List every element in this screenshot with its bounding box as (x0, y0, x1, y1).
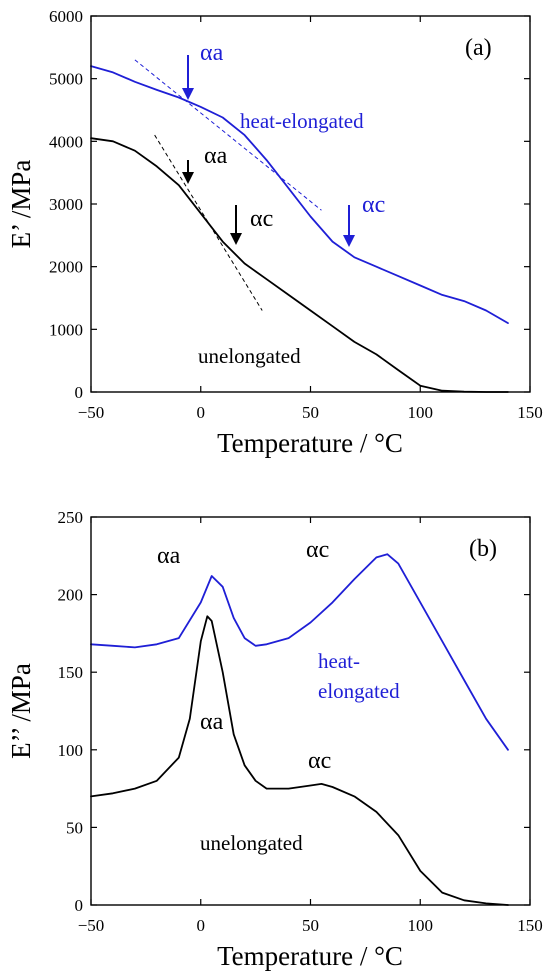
panel-a-annotation-blue-alpha-c: αc (343, 192, 385, 247)
panel-b-ytick-label: 250 (58, 508, 84, 527)
panel-a-ytick-label: 2000 (49, 258, 83, 277)
panel-a-ytick-label: 5000 (49, 70, 83, 89)
panel-b-xtick-label: −50 (78, 916, 105, 935)
annotation-label: αc (250, 206, 273, 232)
panel-b-annotation-lower-alpha-a: αa (200, 709, 224, 735)
panel-b-series-label-heat-elongated: heat- elongated (318, 649, 400, 703)
panel-a-series-unelongated (90, 137, 509, 393)
panel-a-annotation-black-alpha-c: αc (230, 205, 273, 245)
annotation-arrowhead (182, 172, 194, 184)
panel-a-label: (a) (465, 35, 492, 61)
panel-b-annotation-upper-alpha-a: αa (157, 543, 181, 569)
panel-b-series-unelongated (90, 615, 509, 906)
panel-b-annotation-upper-alpha-c: αc (306, 537, 329, 563)
panel-a-xtick-label: 0 (197, 403, 206, 422)
panel-b-ytick-label: 0 (75, 896, 84, 915)
panel-b: −50 0 50 100 150 0 50 100 150 200 250 Te… (6, 508, 543, 971)
panel-a-ytick-label: 4000 (49, 132, 83, 151)
panel-a-ytick-label: 3000 (49, 195, 83, 214)
panel-b-series-heat-elongated (90, 553, 509, 751)
panel-a-tangent-line (154, 134, 263, 311)
panel-b-x-axis-label: Temperature / °C (217, 941, 403, 971)
panel-a-tangent-line (134, 59, 322, 211)
panel-b-label: (b) (469, 536, 497, 562)
panel-b-y-axis-label: E’’ /MPa (6, 663, 36, 759)
series-label-line: elongated (318, 679, 400, 703)
panel-a-series-heat-elongated (90, 65, 509, 325)
panel-a-xtick-label: 50 (302, 403, 319, 422)
panel-b-series (90, 553, 509, 906)
panel-a-xtick-label: −50 (78, 403, 105, 422)
panel-b-ytick-label: 200 (58, 586, 84, 605)
panel-a-xtick-label: 100 (408, 403, 434, 422)
panel-b-ticks (90, 516, 531, 906)
panel-b-ytick-label: 150 (58, 663, 84, 682)
panel-b-xtick-label: 50 (302, 916, 319, 935)
series-label-line: heat- (318, 649, 360, 673)
panel-a-annotation-black-alpha-a: αa (182, 143, 228, 184)
panel-b-series-label-unelongated: unelongated (200, 831, 303, 855)
panel-a-x-axis-label: Temperature / °C (217, 428, 403, 458)
panel-a-ytick-label: 6000 (49, 7, 83, 26)
panel-b-xtick-label: 0 (197, 916, 206, 935)
annotation-label: αa (204, 143, 228, 169)
panel-a-ticks (90, 15, 531, 393)
panel-a-xtick-label: 150 (517, 403, 543, 422)
annotation-label: αc (362, 192, 385, 218)
annotation-arrowhead (182, 88, 194, 100)
panel-a-y-axis-label: E’ /MPa (6, 160, 36, 249)
panel-a-ytick-label: 0 (75, 383, 84, 402)
panel-a-annotation-blue-alpha-a: αa (182, 40, 224, 100)
panel-b-xtick-label: 100 (408, 916, 434, 935)
annotation-arrowhead (343, 235, 355, 247)
panel-b-xtick-label: 150 (517, 916, 543, 935)
panel-b-ytick-label: 50 (66, 818, 83, 837)
panel-a-ytick-label: 1000 (49, 320, 83, 339)
panel-a-series-label-unelongated: unelongated (198, 344, 301, 368)
panel-b-annotation-lower-alpha-c: αc (308, 748, 331, 774)
panel-a-tangent-lines (134, 59, 322, 311)
annotation-arrowhead (230, 233, 242, 245)
panel-a-series (90, 65, 509, 393)
panel-b-plot-frame (90, 516, 531, 906)
panel-a-plot-frame (90, 15, 531, 393)
annotation-label: αa (200, 40, 224, 66)
panel-a: −50 0 50 100 150 0 1000 2000 3000 4000 5… (6, 7, 543, 458)
panel-a-series-label-heat-elongated: heat-elongated (240, 109, 364, 133)
panel-b-ytick-label: 100 (58, 741, 84, 760)
panel-a-clip-group (90, 59, 509, 393)
